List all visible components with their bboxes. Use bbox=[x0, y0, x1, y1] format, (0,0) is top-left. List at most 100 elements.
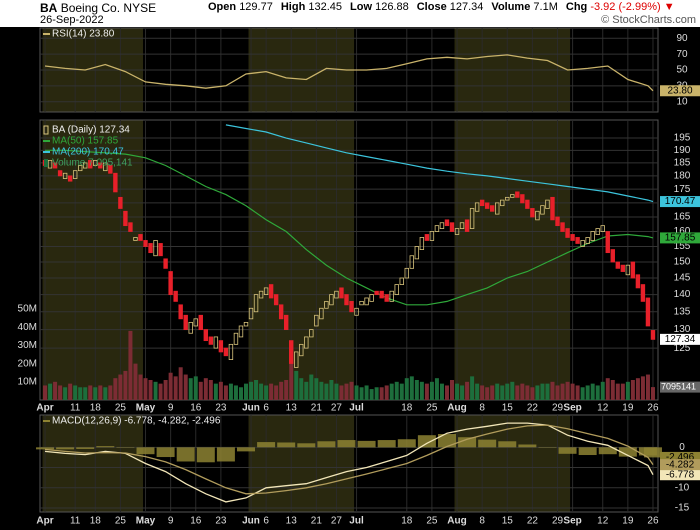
volume-bar bbox=[580, 387, 585, 400]
candle bbox=[409, 255, 415, 269]
candle bbox=[394, 284, 399, 295]
moving-average-line bbox=[225, 124, 654, 203]
volume-bar bbox=[213, 383, 218, 400]
x-tick-label: Jul bbox=[349, 403, 364, 414]
volume-bar bbox=[123, 370, 128, 400]
candle bbox=[469, 208, 475, 229]
x-tick-label: 6 bbox=[263, 516, 269, 527]
y-tick-label: -10 bbox=[675, 482, 690, 493]
value-tag: 170.47 bbox=[665, 196, 696, 207]
candle bbox=[77, 165, 83, 172]
x-tick-label: 23 bbox=[215, 403, 227, 414]
volume-bar bbox=[58, 385, 63, 400]
y-tick-label: 125 bbox=[674, 343, 691, 354]
candle bbox=[489, 205, 495, 212]
value-tag: 127.34 bbox=[665, 334, 696, 345]
value-tag-box bbox=[660, 469, 700, 481]
y-tick-label: 175 bbox=[674, 184, 691, 195]
volume-bar bbox=[650, 387, 655, 400]
candle bbox=[600, 225, 605, 232]
x-tick-label: 18 bbox=[90, 516, 102, 527]
histogram-bar bbox=[136, 447, 155, 455]
candle bbox=[128, 222, 133, 232]
volume-bar bbox=[233, 385, 238, 400]
x-tick-label: Jun bbox=[242, 516, 260, 527]
candle bbox=[319, 307, 324, 320]
x-tick-label: 15 bbox=[502, 516, 514, 527]
volume-bar bbox=[329, 380, 334, 400]
volume-bar bbox=[460, 385, 465, 400]
y-tick-label: 185 bbox=[674, 158, 691, 169]
candle bbox=[520, 194, 525, 204]
value-tag: 23.80 bbox=[667, 85, 692, 96]
x-tick-label: Sep bbox=[563, 516, 581, 527]
legend-label: MA(50) 157.85 bbox=[52, 136, 119, 147]
volume-bar bbox=[218, 381, 223, 400]
volume-bar bbox=[560, 383, 565, 400]
value-tag-box bbox=[660, 451, 700, 463]
x-tick-label: 19 bbox=[622, 403, 634, 414]
legend-label: MA(200) 170.47 bbox=[52, 147, 124, 158]
candle bbox=[565, 228, 570, 238]
volume-bar bbox=[324, 383, 329, 400]
volume-bar bbox=[93, 387, 98, 400]
volume-bar bbox=[108, 385, 113, 400]
volume-bar bbox=[138, 374, 143, 400]
candle bbox=[605, 231, 610, 254]
x-tick-label: Apr bbox=[36, 403, 53, 414]
volume-bar bbox=[228, 383, 233, 400]
volume-bar bbox=[158, 383, 163, 400]
volume-bar bbox=[259, 383, 264, 400]
y2-tick-label: 30M bbox=[18, 340, 37, 351]
volume-bar bbox=[490, 385, 495, 400]
histogram-bar bbox=[478, 439, 497, 448]
volume-bar bbox=[625, 381, 630, 400]
volume-bar bbox=[103, 387, 108, 400]
candle bbox=[108, 165, 113, 174]
candle bbox=[314, 314, 319, 327]
value-tag: -2.496 bbox=[666, 452, 695, 463]
histogram-bar bbox=[56, 447, 75, 450]
histogram-bar bbox=[176, 447, 195, 462]
y-tick-label: -15 bbox=[675, 503, 690, 514]
volume-bar bbox=[98, 385, 103, 400]
panel-title: RSI(14) 23.80 bbox=[52, 29, 115, 40]
candle bbox=[193, 318, 198, 327]
month-shade bbox=[248, 120, 355, 400]
candle bbox=[334, 290, 339, 299]
x-tick-label: 9 bbox=[168, 516, 174, 527]
volume-bar bbox=[148, 380, 153, 400]
histogram-bar bbox=[437, 433, 456, 448]
quote-value: 132.45 bbox=[308, 1, 343, 13]
volume-bar bbox=[309, 374, 314, 400]
candle bbox=[540, 205, 545, 215]
legend-label: Volume 7,095,141 bbox=[52, 158, 133, 169]
candle bbox=[52, 162, 58, 169]
candle bbox=[429, 231, 435, 241]
volume-bar bbox=[198, 381, 203, 400]
candle bbox=[419, 237, 425, 250]
candle bbox=[444, 219, 450, 227]
volume-bar bbox=[133, 363, 138, 400]
y-tick-label: 0 bbox=[679, 442, 685, 453]
candle bbox=[143, 240, 148, 247]
candle bbox=[414, 246, 420, 260]
quote-item: Chg -3.92 (-2.99%) ▼ bbox=[566, 1, 675, 13]
volume-bar bbox=[515, 385, 520, 400]
x-tick-label: 26 bbox=[647, 516, 659, 527]
candle bbox=[253, 294, 259, 313]
volume-bar bbox=[274, 385, 279, 400]
quote-label: Volume bbox=[491, 1, 531, 13]
histogram-bar bbox=[458, 437, 477, 448]
candle bbox=[530, 208, 535, 218]
y-tick-label: 145 bbox=[674, 273, 691, 284]
header: BA Boeing Co. NYSE 26-Sep-2022 Open 129.… bbox=[0, 0, 700, 27]
volume-bar bbox=[43, 385, 48, 400]
candle bbox=[88, 159, 93, 169]
histogram-bar bbox=[277, 442, 296, 448]
x-tick-label: 6 bbox=[263, 403, 269, 414]
legend-label: BA (Daily) 127.34 bbox=[52, 125, 130, 136]
candle bbox=[359, 300, 364, 306]
histogram-bar bbox=[598, 447, 617, 455]
candle bbox=[148, 243, 153, 254]
